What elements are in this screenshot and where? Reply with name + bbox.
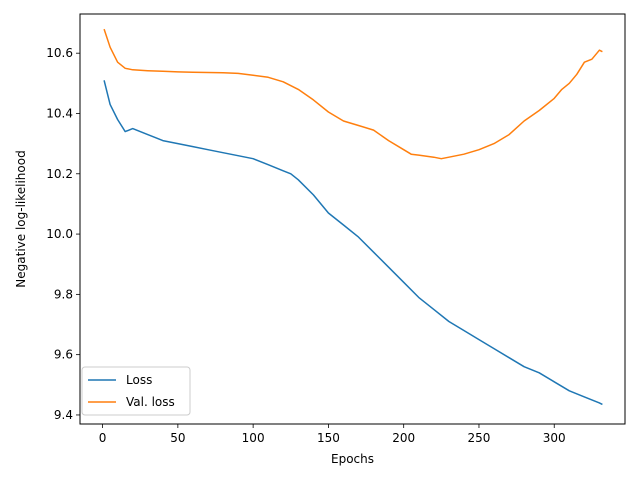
y-tick-label: 10.4	[46, 106, 73, 120]
plot-frame	[79, 13, 626, 425]
x-tick-label: 200	[392, 431, 415, 445]
y-axis-label: Negative log-likelihood	[14, 150, 28, 287]
x-axis-label: Epochs	[331, 452, 374, 466]
legend-label-2: Val. loss	[126, 395, 175, 409]
legend-box	[81, 366, 191, 416]
series-line-2	[103, 28, 603, 160]
y-tick-label: 9.8	[54, 287, 73, 301]
x-tick-label: 50	[170, 431, 185, 445]
y-tick-label: 10.6	[46, 46, 73, 60]
x-tick-label: 0	[99, 431, 107, 445]
x-tick-label: 300	[543, 431, 566, 445]
legend-label-1: Loss	[126, 373, 152, 387]
y-tick-label: 10.0	[46, 227, 73, 241]
y-tick-label: 10.2	[46, 167, 73, 181]
x-axis: 0 50 100 150 200 250 300	[99, 424, 566, 445]
x-tick-label: 250	[468, 431, 491, 445]
y-tick-label: 9.4	[54, 408, 73, 422]
legend: Loss Val. loss	[81, 366, 191, 416]
x-tick-label: 150	[317, 431, 340, 445]
series-line-1	[103, 80, 603, 406]
series-layer	[103, 28, 603, 406]
x-tick-label: 100	[242, 431, 265, 445]
y-axis: 9.4 9.6 9.8 10.0 10.2 10.4 10.6	[46, 46, 80, 422]
y-tick-label: 9.6	[54, 348, 73, 362]
